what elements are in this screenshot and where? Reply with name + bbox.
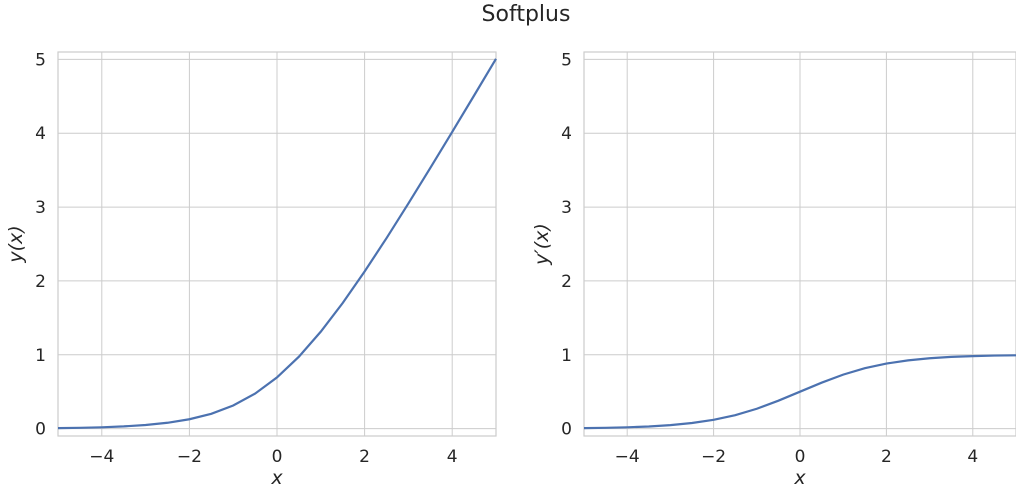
plot-frame <box>57 51 497 437</box>
x-tick-label: −4 <box>89 447 114 467</box>
y-tick-label: 4 <box>35 124 46 144</box>
x-tick-label: −2 <box>177 447 202 467</box>
y-tick-label: 5 <box>35 50 46 70</box>
series-line <box>583 354 1016 430</box>
x-tick-label: 4 <box>447 447 458 467</box>
y-tick-label: 2 <box>561 272 572 292</box>
y-tick-label: 1 <box>35 346 46 366</box>
x-tick-label: −2 <box>701 447 726 467</box>
y-tick-label: 2 <box>35 272 46 292</box>
y-axis-label: y′(x) <box>531 223 553 266</box>
y-tick-label: 4 <box>561 124 572 144</box>
y-tick-label: 5 <box>561 50 572 70</box>
x-axis-label: x <box>793 467 806 489</box>
y-tick-label: 3 <box>561 198 572 218</box>
left-plot-softplus: −4 −2 0 2 4 0 1 2 3 4 5 x y(x) <box>5 50 497 489</box>
y-tick-label: 3 <box>35 198 46 218</box>
y-tick-label: 0 <box>35 420 46 440</box>
x-axis-label: x <box>270 467 283 489</box>
y-tick-label: 0 <box>561 420 572 440</box>
x-tick-label: 2 <box>881 447 892 467</box>
plot-frame <box>583 51 1016 437</box>
right-plot-softplus-derivative: −4 −2 0 2 4 0 1 2 3 4 5 x y′(x) <box>531 50 1016 489</box>
series-line <box>57 58 497 430</box>
figure-title: Softplus <box>482 2 571 27</box>
x-tick-label: −4 <box>615 447 640 467</box>
x-tick-label: 0 <box>272 447 283 467</box>
x-tick-label: 2 <box>359 447 370 467</box>
x-tick-label: 4 <box>967 447 978 467</box>
y-tick-label: 1 <box>561 346 572 366</box>
x-tick-label: 0 <box>795 447 806 467</box>
y-axis-label: y(x) <box>5 225 27 263</box>
